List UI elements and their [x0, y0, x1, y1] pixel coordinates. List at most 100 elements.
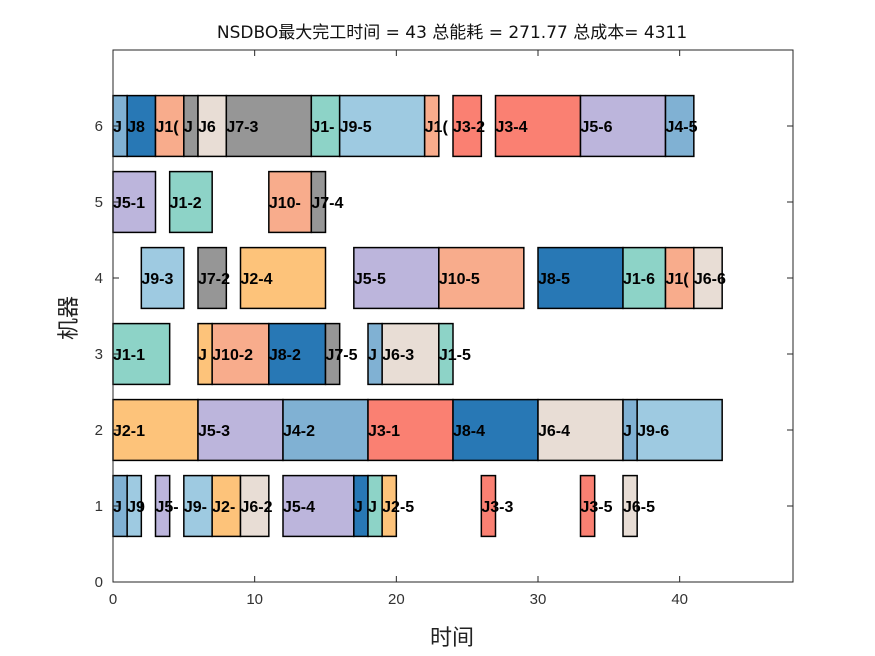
op-bar-m4-23	[622, 246, 667, 310]
op-label-m6-3: J	[184, 119, 193, 136]
op-bar-m6-8	[423, 94, 440, 158]
x-tick-label: 40	[671, 591, 688, 608]
op-bar-m3-29	[268, 322, 327, 386]
op-bar-m4-22	[537, 246, 624, 310]
op-bar-m3-33	[438, 322, 454, 386]
op-bar-m5-15	[268, 170, 313, 234]
op-label-m1-47: J6-2	[241, 499, 273, 516]
op-label-m4-23: J1-6	[623, 271, 655, 288]
op-bar-m2-39	[537, 398, 624, 462]
op-label-m6-6: J1-	[311, 119, 334, 136]
op-label-m1-50: J	[368, 499, 377, 516]
op-label-m2-41: J9-6	[637, 423, 669, 440]
op-label-m4-18: J7-2	[198, 271, 230, 288]
op-bar-m5-16	[310, 170, 327, 234]
y-tick-label: 3	[95, 346, 103, 363]
y-tick-label: 4	[95, 270, 103, 287]
op-bar-m4-25	[693, 246, 723, 310]
op-label-m6-5: J7-3	[226, 119, 258, 136]
op-label-m1-44: J5-	[156, 499, 179, 516]
axes-box	[112, 49, 794, 583]
op-label-m2-38: J8-4	[453, 423, 485, 440]
op-label-m2-40: J	[623, 423, 632, 440]
op-label-m5-16: J7-4	[311, 195, 343, 212]
x-axis-label: 时间	[430, 626, 474, 651]
y-tick-label: 5	[95, 194, 103, 211]
op-label-m1-52: J3-3	[481, 499, 513, 516]
op-bar-m6-12	[664, 94, 695, 158]
op-label-m6-1: J8	[127, 119, 145, 136]
op-label-m1-54: J6-5	[623, 499, 655, 516]
op-label-m5-15: J10-	[269, 195, 301, 212]
op-bar-m3-32	[381, 322, 440, 386]
x-tick-label: 30	[530, 591, 547, 608]
op-label-m1-45: J9-	[184, 499, 207, 516]
op-label-m3-30: J7-5	[326, 347, 358, 364]
op-bar-m3-28	[211, 322, 270, 386]
y-tick-label: 2	[95, 422, 103, 439]
y-tick-label: 6	[95, 118, 103, 135]
op-label-m2-36: J4-2	[283, 423, 315, 440]
op-bar-m6-1	[126, 94, 157, 158]
op-label-m1-42: J	[113, 499, 122, 516]
op-bar-m4-19	[239, 246, 327, 310]
op-label-m2-39: J6-4	[538, 423, 570, 440]
op-bar-m2-37	[367, 398, 454, 462]
op-bar-m4-18	[197, 246, 228, 310]
op-label-m5-13: J5-1	[113, 195, 145, 212]
op-bar-m6-11	[579, 94, 667, 158]
op-label-m1-48: J5-4	[283, 499, 315, 516]
op-label-m4-24: J1(	[666, 271, 690, 288]
op-bar-m4-17	[140, 246, 185, 310]
op-bar-m3-30	[324, 322, 341, 386]
op-bar-m1-47	[239, 474, 270, 538]
op-label-m3-28: J10-2	[212, 347, 253, 364]
op-bar-m1-51	[381, 474, 398, 538]
y-axis-label: 机器	[57, 296, 82, 340]
op-bar-m4-24	[664, 246, 695, 310]
op-bar-m6-9	[452, 94, 483, 158]
op-label-m1-43: J9	[127, 499, 145, 516]
op-label-m4-19: J2-4	[241, 271, 273, 288]
op-label-m1-51: J2-5	[382, 499, 414, 516]
op-label-m3-27: J	[198, 347, 207, 364]
x-tick-label: 10	[246, 591, 263, 608]
op-label-m2-34: J2-1	[113, 423, 145, 440]
op-label-m6-8: J1(	[425, 119, 449, 136]
op-bar-m1-54	[622, 474, 638, 538]
op-bar-m4-20	[353, 246, 440, 310]
op-label-m3-31: J	[368, 347, 377, 364]
op-bar-m1-53	[579, 474, 596, 538]
op-label-m3-33: J1-5	[439, 347, 471, 364]
op-label-m6-12: J4-5	[666, 119, 698, 136]
op-label-m4-17: J9-3	[141, 271, 173, 288]
op-label-m1-53: J3-5	[581, 499, 613, 516]
op-label-m6-0: J	[113, 119, 122, 136]
op-bar-m1-48	[282, 474, 355, 538]
op-bar-m2-34	[112, 398, 199, 462]
op-label-m5-14: J1-2	[170, 195, 202, 212]
bar-labels: J J8 J1(J J6 J7-3 J1- J9-5 J1(J3-2 J3-4 J5-6 J4-5J…	[113, 119, 726, 516]
op-label-m6-10: J3-4	[496, 119, 528, 136]
op-bar-m1-44	[154, 474, 171, 538]
op-label-m6-7: J9-5	[340, 119, 372, 136]
axes: 0 10 20 30 40 0 1 2 3 4 5 6	[95, 49, 794, 608]
op-bar-m5-13	[112, 170, 157, 234]
op-label-m3-32: J6-3	[382, 347, 414, 364]
op-label-m1-49: J	[354, 499, 363, 516]
op-bar-m2-35	[197, 398, 284, 462]
x-tick-label: 20	[388, 591, 405, 608]
op-label-m4-20: J5-5	[354, 271, 386, 288]
op-label-m1-46: J2-	[212, 499, 235, 516]
op-bar-m2-38	[452, 398, 539, 462]
op-bar-m2-41	[636, 398, 723, 462]
op-bar-m5-14	[168, 170, 213, 234]
op-label-m3-29: J8-2	[269, 347, 301, 364]
op-label-m4-21: J10-5	[439, 271, 480, 288]
op-bar-m4-21	[438, 246, 525, 310]
op-label-m2-35: J5-3	[198, 423, 230, 440]
x-tick-label: 0	[109, 591, 117, 608]
op-label-m6-11: J5-6	[581, 119, 613, 136]
op-bar-m6-5	[225, 94, 313, 158]
op-bar-m1-52	[480, 474, 497, 538]
